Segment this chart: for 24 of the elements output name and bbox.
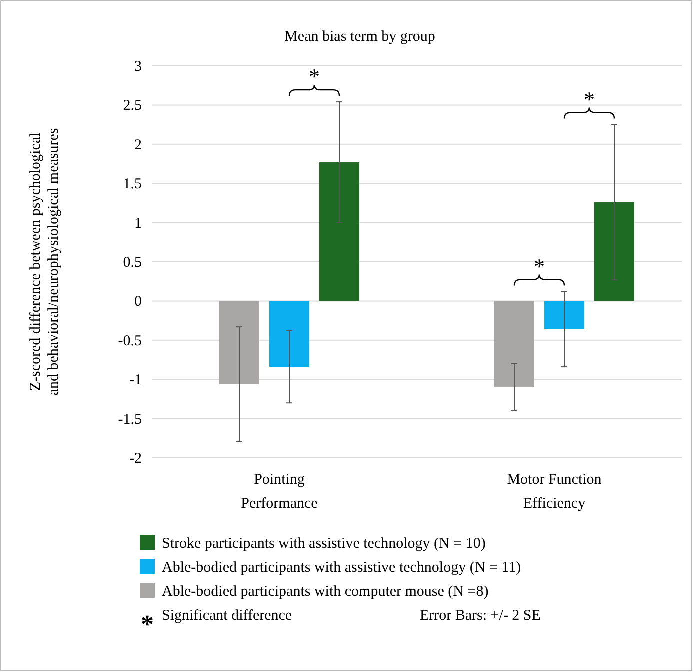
legend-label: Able-bodied participants with assistive technology (N = 11) — [162, 560, 522, 576]
y-tick-label: -1.5 — [118, 412, 142, 428]
y-axis-title: Z-scored difference between psychological and behavioral/neurophysiological measures — [28, 128, 62, 396]
y-tick-label: -2 — [130, 451, 142, 467]
y-tick-label: 1 — [134, 216, 142, 232]
y-tick-label: -0.5 — [118, 333, 142, 350]
annotation: * — [309, 64, 320, 90]
y-tick-label: 0.5 — [123, 255, 142, 271]
legend-label: Able-bodied participants with computer mouse (N =8) — [162, 584, 489, 600]
text: Error Bars: +/- 2 SE — [420, 608, 541, 624]
x-tick-label: Motor Function Efficiency — [507, 472, 602, 512]
y-tick-label: 1.5 — [123, 176, 142, 193]
y-tick-label: 2.5 — [123, 98, 142, 114]
legend-label: Stroke participants with assistive technology (N = 10) — [162, 536, 486, 552]
y-tick-label: 2 — [134, 137, 142, 154]
y-tick-label: 3 — [134, 59, 142, 75]
text: Significant difference — [162, 608, 292, 624]
x-tick-label: Pointing Performance — [241, 472, 318, 512]
asterisk-icon: * — [141, 610, 154, 639]
annotation: * — [584, 86, 595, 112]
annotation: * — [534, 254, 545, 279]
chart-title: Mean bias term by group — [284, 29, 436, 45]
y-tick-label: 0 — [134, 294, 142, 310]
y-tick-label: -1 — [130, 372, 142, 389]
